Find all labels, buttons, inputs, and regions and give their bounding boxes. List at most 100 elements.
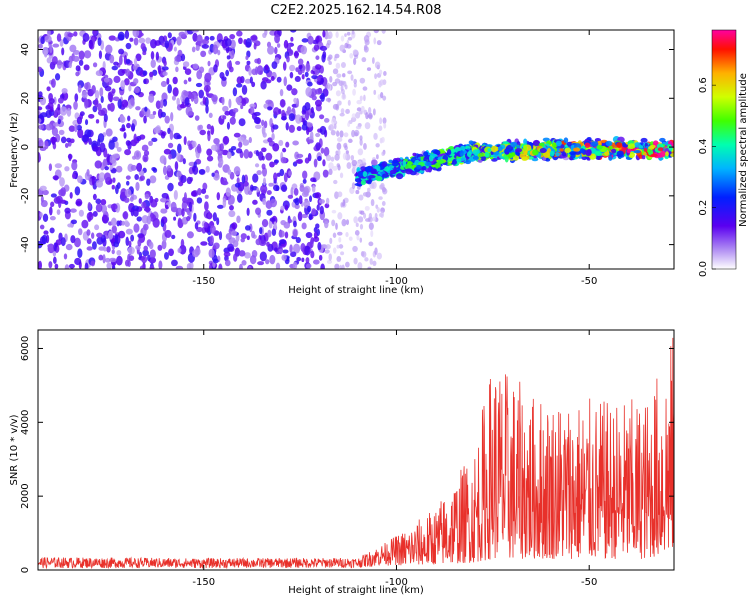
heatmap-cell <box>271 132 275 141</box>
heatmap-cell <box>64 207 71 214</box>
spectrogram-y-ticks: -40 -20 0 20 40 <box>20 43 674 253</box>
heatmap-cell <box>274 247 278 252</box>
heatmap-cell <box>521 156 529 161</box>
heatmap-cell <box>135 181 140 192</box>
heatmap-cell <box>71 161 78 171</box>
heatmap-cell <box>646 148 652 153</box>
heatmap-cell <box>256 187 260 193</box>
heatmap-cell <box>328 253 332 261</box>
heatmap-cell <box>102 254 106 264</box>
heatmap-cell <box>360 210 365 215</box>
heatmap-cell <box>164 229 172 238</box>
heatmap-cell <box>125 68 131 77</box>
heatmap-cell <box>228 210 236 218</box>
heatmap-cell <box>188 201 193 212</box>
heatmap-cell <box>180 238 185 249</box>
heatmap-cell <box>340 202 344 208</box>
heatmap-cell <box>124 30 130 40</box>
heatmap-cell <box>325 97 332 102</box>
heatmap-cell <box>49 43 53 54</box>
heatmap-cell <box>332 165 338 171</box>
heatmap-cell <box>83 64 90 71</box>
heatmap-cell <box>504 148 512 153</box>
heatmap-cell <box>668 140 673 145</box>
heatmap-cell <box>347 36 353 41</box>
heatmap-cell <box>151 137 158 143</box>
heatmap-cell <box>566 141 573 147</box>
heatmap-cell <box>245 55 249 61</box>
heatmap-cell <box>376 154 379 160</box>
heatmap-cell <box>61 47 65 56</box>
heatmap-cell <box>64 142 69 148</box>
heatmap-cell <box>376 206 380 213</box>
heatmap-cell <box>177 181 184 187</box>
heatmap-cell <box>186 207 190 216</box>
heatmap-cell <box>152 167 158 173</box>
heatmap-cell <box>158 260 163 269</box>
heatmap-cell <box>60 187 66 197</box>
heatmap-cell <box>244 252 251 259</box>
heatmap-cell <box>360 105 365 113</box>
heatmap-cell <box>59 39 64 47</box>
heatmap-cell <box>340 62 346 69</box>
heatmap-cell <box>340 35 345 42</box>
heatmap-cell <box>320 147 325 154</box>
heatmap-cell <box>188 161 196 167</box>
heatmap-cell <box>355 125 362 130</box>
heatmap-cell <box>39 212 43 218</box>
heatmap-cell <box>106 262 112 269</box>
heatmap-cell <box>278 108 282 115</box>
heatmap-cell <box>74 257 82 266</box>
heatmap-cell <box>303 186 309 196</box>
heatmap-cell <box>196 70 203 80</box>
heatmap-cell <box>361 251 367 258</box>
heatmap-cell <box>325 154 332 162</box>
heatmap-cell <box>186 263 192 269</box>
heatmap-cell <box>569 151 577 156</box>
heatmap-cell <box>201 188 207 194</box>
heatmap-cell <box>168 153 173 160</box>
heatmap-cell <box>335 103 340 111</box>
heatmap-cell <box>60 237 66 247</box>
heatmap-cell <box>337 137 343 142</box>
heatmap-cell <box>128 240 132 247</box>
heatmap-cell <box>319 125 327 135</box>
heatmap-cell <box>381 151 385 156</box>
heatmap-cell <box>100 95 104 104</box>
heatmap-cell <box>56 209 61 215</box>
heatmap-cell <box>331 117 337 126</box>
heatmap-cell <box>176 97 180 106</box>
heatmap-cell <box>374 212 378 219</box>
heatmap-cell <box>344 145 348 151</box>
heatmap-cell <box>204 201 209 211</box>
heatmap-cell <box>369 258 373 265</box>
heatmap-cell <box>516 145 521 149</box>
heatmap-cell <box>51 127 59 137</box>
heatmap-cell <box>616 142 623 149</box>
colorbar-tick-label: 0.2 <box>698 200 709 216</box>
heatmap-cell <box>301 73 305 80</box>
heatmap-cell <box>279 89 284 97</box>
heatmap-cell <box>293 188 299 196</box>
heatmap-cell <box>264 30 268 36</box>
heatmap-cell <box>355 189 360 195</box>
snr-x-ticks: -150 -100 -50 <box>192 330 597 588</box>
heatmap-cell <box>177 49 183 57</box>
heatmap-cell <box>373 30 379 34</box>
heatmap-cell <box>58 129 65 136</box>
heatmap-cell <box>229 33 236 40</box>
heatmap-cell <box>98 50 103 60</box>
heatmap-cell <box>278 139 284 147</box>
heatmap-cell <box>561 151 567 157</box>
heatmap-cell <box>340 108 345 114</box>
heatmap-cell <box>54 163 63 169</box>
heatmap-cell <box>346 43 352 49</box>
heatmap-cell <box>363 46 369 53</box>
heatmap-cell <box>148 241 154 250</box>
heatmap-cell <box>99 87 104 97</box>
heatmap-cell <box>205 165 210 173</box>
heatmap-cell <box>45 123 53 131</box>
heatmap-cell <box>532 149 539 156</box>
heatmap-cell <box>235 148 243 154</box>
heatmap-cell <box>353 257 358 265</box>
